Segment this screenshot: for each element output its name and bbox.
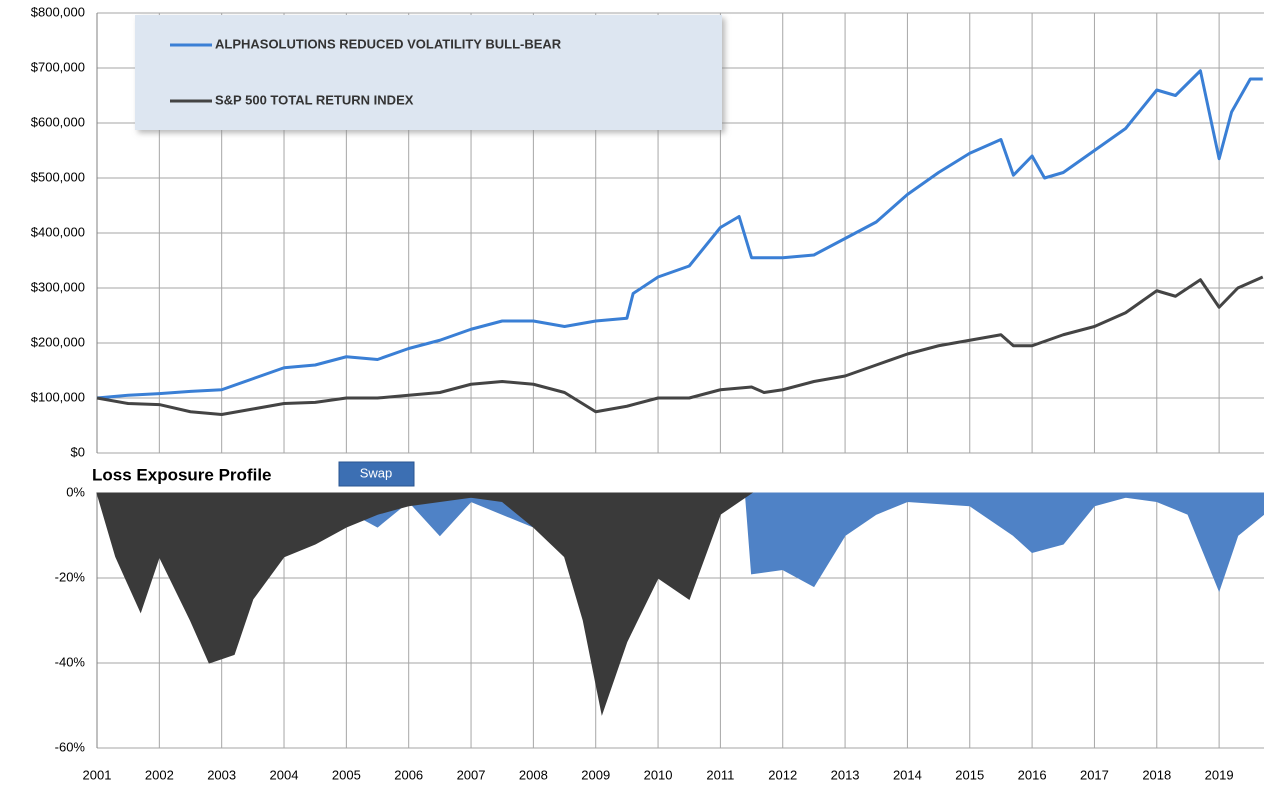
- x-tick-label: 2009: [581, 767, 610, 782]
- x-tick-label: 2004: [270, 767, 299, 782]
- x-tick-label: 2019: [1205, 767, 1234, 782]
- overlay: Loss Exposure Profile Swap: [92, 461, 415, 487]
- x-tick-label: 2005: [332, 767, 361, 782]
- y-tick-label: -40%: [55, 654, 86, 669]
- legend-label: S&P 500 TOTAL RETURN INDEX: [215, 92, 414, 107]
- y-tick-label: $500,000: [31, 169, 85, 184]
- legend: ALPHASOLUTIONS REDUCED VOLATILITY BULL-B…: [135, 15, 722, 130]
- x-tick-label: 2001: [83, 767, 112, 782]
- x-tick-label: 2006: [394, 767, 423, 782]
- x-tick-label: 2015: [955, 767, 984, 782]
- x-tick-label: 2013: [831, 767, 860, 782]
- x-tick-label: 2018: [1142, 767, 1171, 782]
- x-tick-label: 2017: [1080, 767, 1109, 782]
- x-tick-label: 2003: [207, 767, 236, 782]
- y-tick-label: $200,000: [31, 334, 85, 349]
- x-tick-label: 2016: [1018, 767, 1047, 782]
- x-tick-label: 2002: [145, 767, 174, 782]
- series-line: [96, 69, 1263, 400]
- legend-label: ALPHASOLUTIONS REDUCED VOLATILITY BULL-B…: [215, 36, 562, 51]
- y-tick-label: $0: [71, 444, 85, 459]
- swap-button[interactable]: Swap: [338, 461, 415, 487]
- series-area: [96, 492, 754, 716]
- top-chart: $0 $100,000 $200,000 $300,000 $400,000 $500,0…: [31, 4, 1264, 459]
- legend-box: [135, 15, 722, 130]
- y-tick-label: $100,000: [31, 389, 85, 404]
- x-tick-label: 2011: [706, 767, 734, 782]
- y-tick-label: $700,000: [31, 59, 85, 74]
- y-tick-label: -20%: [55, 569, 86, 584]
- bottom-chart: -60% -40% -20% 0% 2001 2002 2003 2004 2005 2006 20…: [55, 484, 1264, 782]
- swap-button-label[interactable]: Swap: [360, 465, 393, 480]
- swap-button-bg[interactable]: [338, 461, 415, 487]
- loss-title: Loss Exposure Profile: [92, 465, 272, 484]
- y-tick-label: $600,000: [31, 114, 85, 129]
- y-tick-label: -60%: [55, 739, 86, 754]
- x-tick-label: 2007: [457, 767, 486, 782]
- x-tick-label: 2012: [768, 767, 797, 782]
- series-line: [96, 275, 1264, 416]
- y-tick-label: $800,000: [31, 4, 85, 19]
- x-tick-label: 2008: [519, 767, 548, 782]
- y-tick-label: $300,000: [31, 279, 85, 294]
- x-tick-label: 2014: [893, 767, 922, 782]
- y-tick-label: $400,000: [31, 224, 85, 239]
- y-tick-label: 0%: [66, 484, 85, 499]
- x-tick-label: 2010: [644, 767, 673, 782]
